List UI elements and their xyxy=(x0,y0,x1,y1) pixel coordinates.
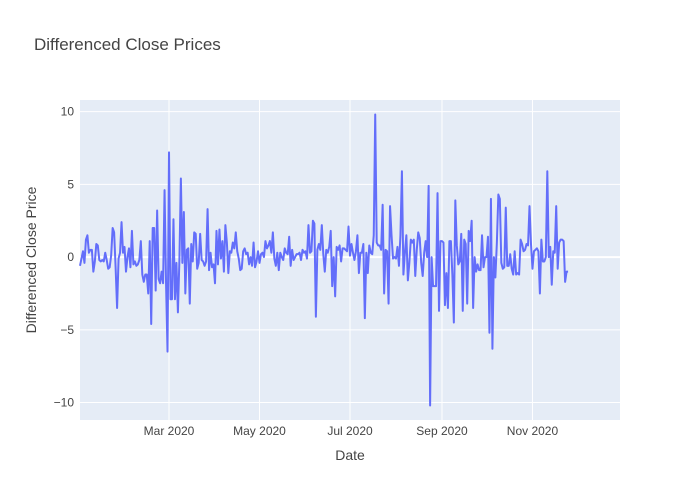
y-tick-label: 5 xyxy=(67,177,74,191)
x-tick-label: Mar 2020 xyxy=(144,424,195,438)
y-axis-title: Differenced Close Price xyxy=(23,186,39,333)
tick-labels: 10 5 0 −5 −10 Mar 2020 May 2020 Jul 2020 Sep 202… xyxy=(54,105,559,438)
x-tick-label: Sep 2020 xyxy=(416,424,468,438)
x-tick-label: Jul 2020 xyxy=(327,424,373,438)
x-tick-label: Nov 2020 xyxy=(507,424,559,438)
x-axis-title: Date xyxy=(335,447,365,463)
y-tick-label: 10 xyxy=(61,105,75,119)
data-series xyxy=(79,113,569,407)
x-tick-label: May 2020 xyxy=(233,424,286,438)
series-line xyxy=(79,113,569,407)
y-tick-label: −10 xyxy=(54,396,75,410)
chart-title: Differenced Close Prices xyxy=(34,35,221,54)
y-tick-label: 0 xyxy=(67,250,74,264)
y-tick-label: −5 xyxy=(60,323,74,337)
